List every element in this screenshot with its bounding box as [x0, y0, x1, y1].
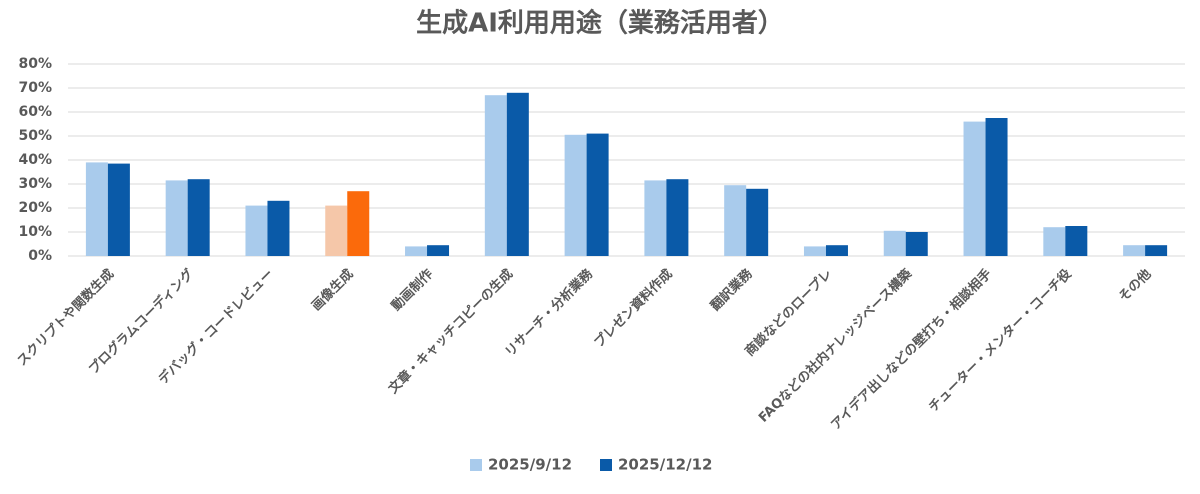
bar	[107, 163, 130, 256]
bar	[405, 246, 428, 256]
bar	[325, 205, 348, 256]
bar	[985, 118, 1008, 256]
x-tick-label: 翻訳業務	[707, 265, 756, 314]
bar	[564, 134, 587, 256]
bar	[586, 133, 609, 256]
bar	[245, 205, 268, 256]
y-tick-label: 30%	[18, 176, 52, 192]
bar	[724, 185, 747, 256]
bar	[1043, 227, 1066, 256]
bar	[1065, 226, 1088, 256]
x-tick-label: 画像生成	[308, 266, 356, 314]
chart-title: 生成AI利用用途（業務活用者）	[416, 8, 784, 39]
y-tick-label: 50%	[18, 128, 52, 144]
bar	[267, 200, 290, 256]
y-tick-label: 70%	[18, 80, 52, 96]
bar	[803, 246, 826, 256]
bar	[427, 245, 450, 256]
bar	[644, 180, 667, 256]
bar	[963, 121, 986, 256]
bar	[347, 191, 370, 256]
legend-label: 2025/12/12	[618, 456, 712, 474]
x-tick-label: その他	[1116, 266, 1155, 305]
legend-label: 2025/9/12	[488, 456, 572, 474]
bar	[506, 92, 529, 256]
x-tick-label: プレゼン資料作成	[591, 266, 676, 351]
y-tick-label: 80%	[18, 56, 52, 72]
bar	[666, 179, 689, 256]
bar	[165, 180, 188, 256]
x-tick-label: FAQなどの社内ナレッジベース構築	[755, 265, 915, 425]
bar	[187, 179, 210, 256]
x-tick-label: 動画制作	[388, 266, 436, 314]
legend-swatch	[600, 459, 612, 471]
x-tick-label: 文章・キャッチコピーの生成	[385, 266, 516, 397]
bar	[883, 230, 906, 256]
y-tick-label: 60%	[18, 104, 52, 120]
y-tick-label: 10%	[18, 224, 52, 240]
x-tick-label: 商談などのロープレ	[742, 266, 836, 360]
bar	[1123, 245, 1146, 256]
y-tick-label: 20%	[18, 200, 52, 216]
bar	[825, 245, 848, 256]
x-tick-label: チューター・メンター・コーチ役	[925, 266, 1074, 415]
legend-swatch	[470, 459, 482, 471]
bar	[484, 95, 507, 256]
y-tick-label: 0%	[28, 248, 52, 264]
x-tick-label: リサーチ・分析業務	[502, 265, 597, 360]
bar	[1145, 245, 1168, 256]
bar	[905, 232, 928, 256]
x-tick-label: アイデア出しなどの壁打ち・相談相手	[828, 266, 995, 433]
bar	[746, 188, 769, 256]
y-tick-label: 40%	[18, 152, 52, 168]
bar	[85, 162, 108, 256]
